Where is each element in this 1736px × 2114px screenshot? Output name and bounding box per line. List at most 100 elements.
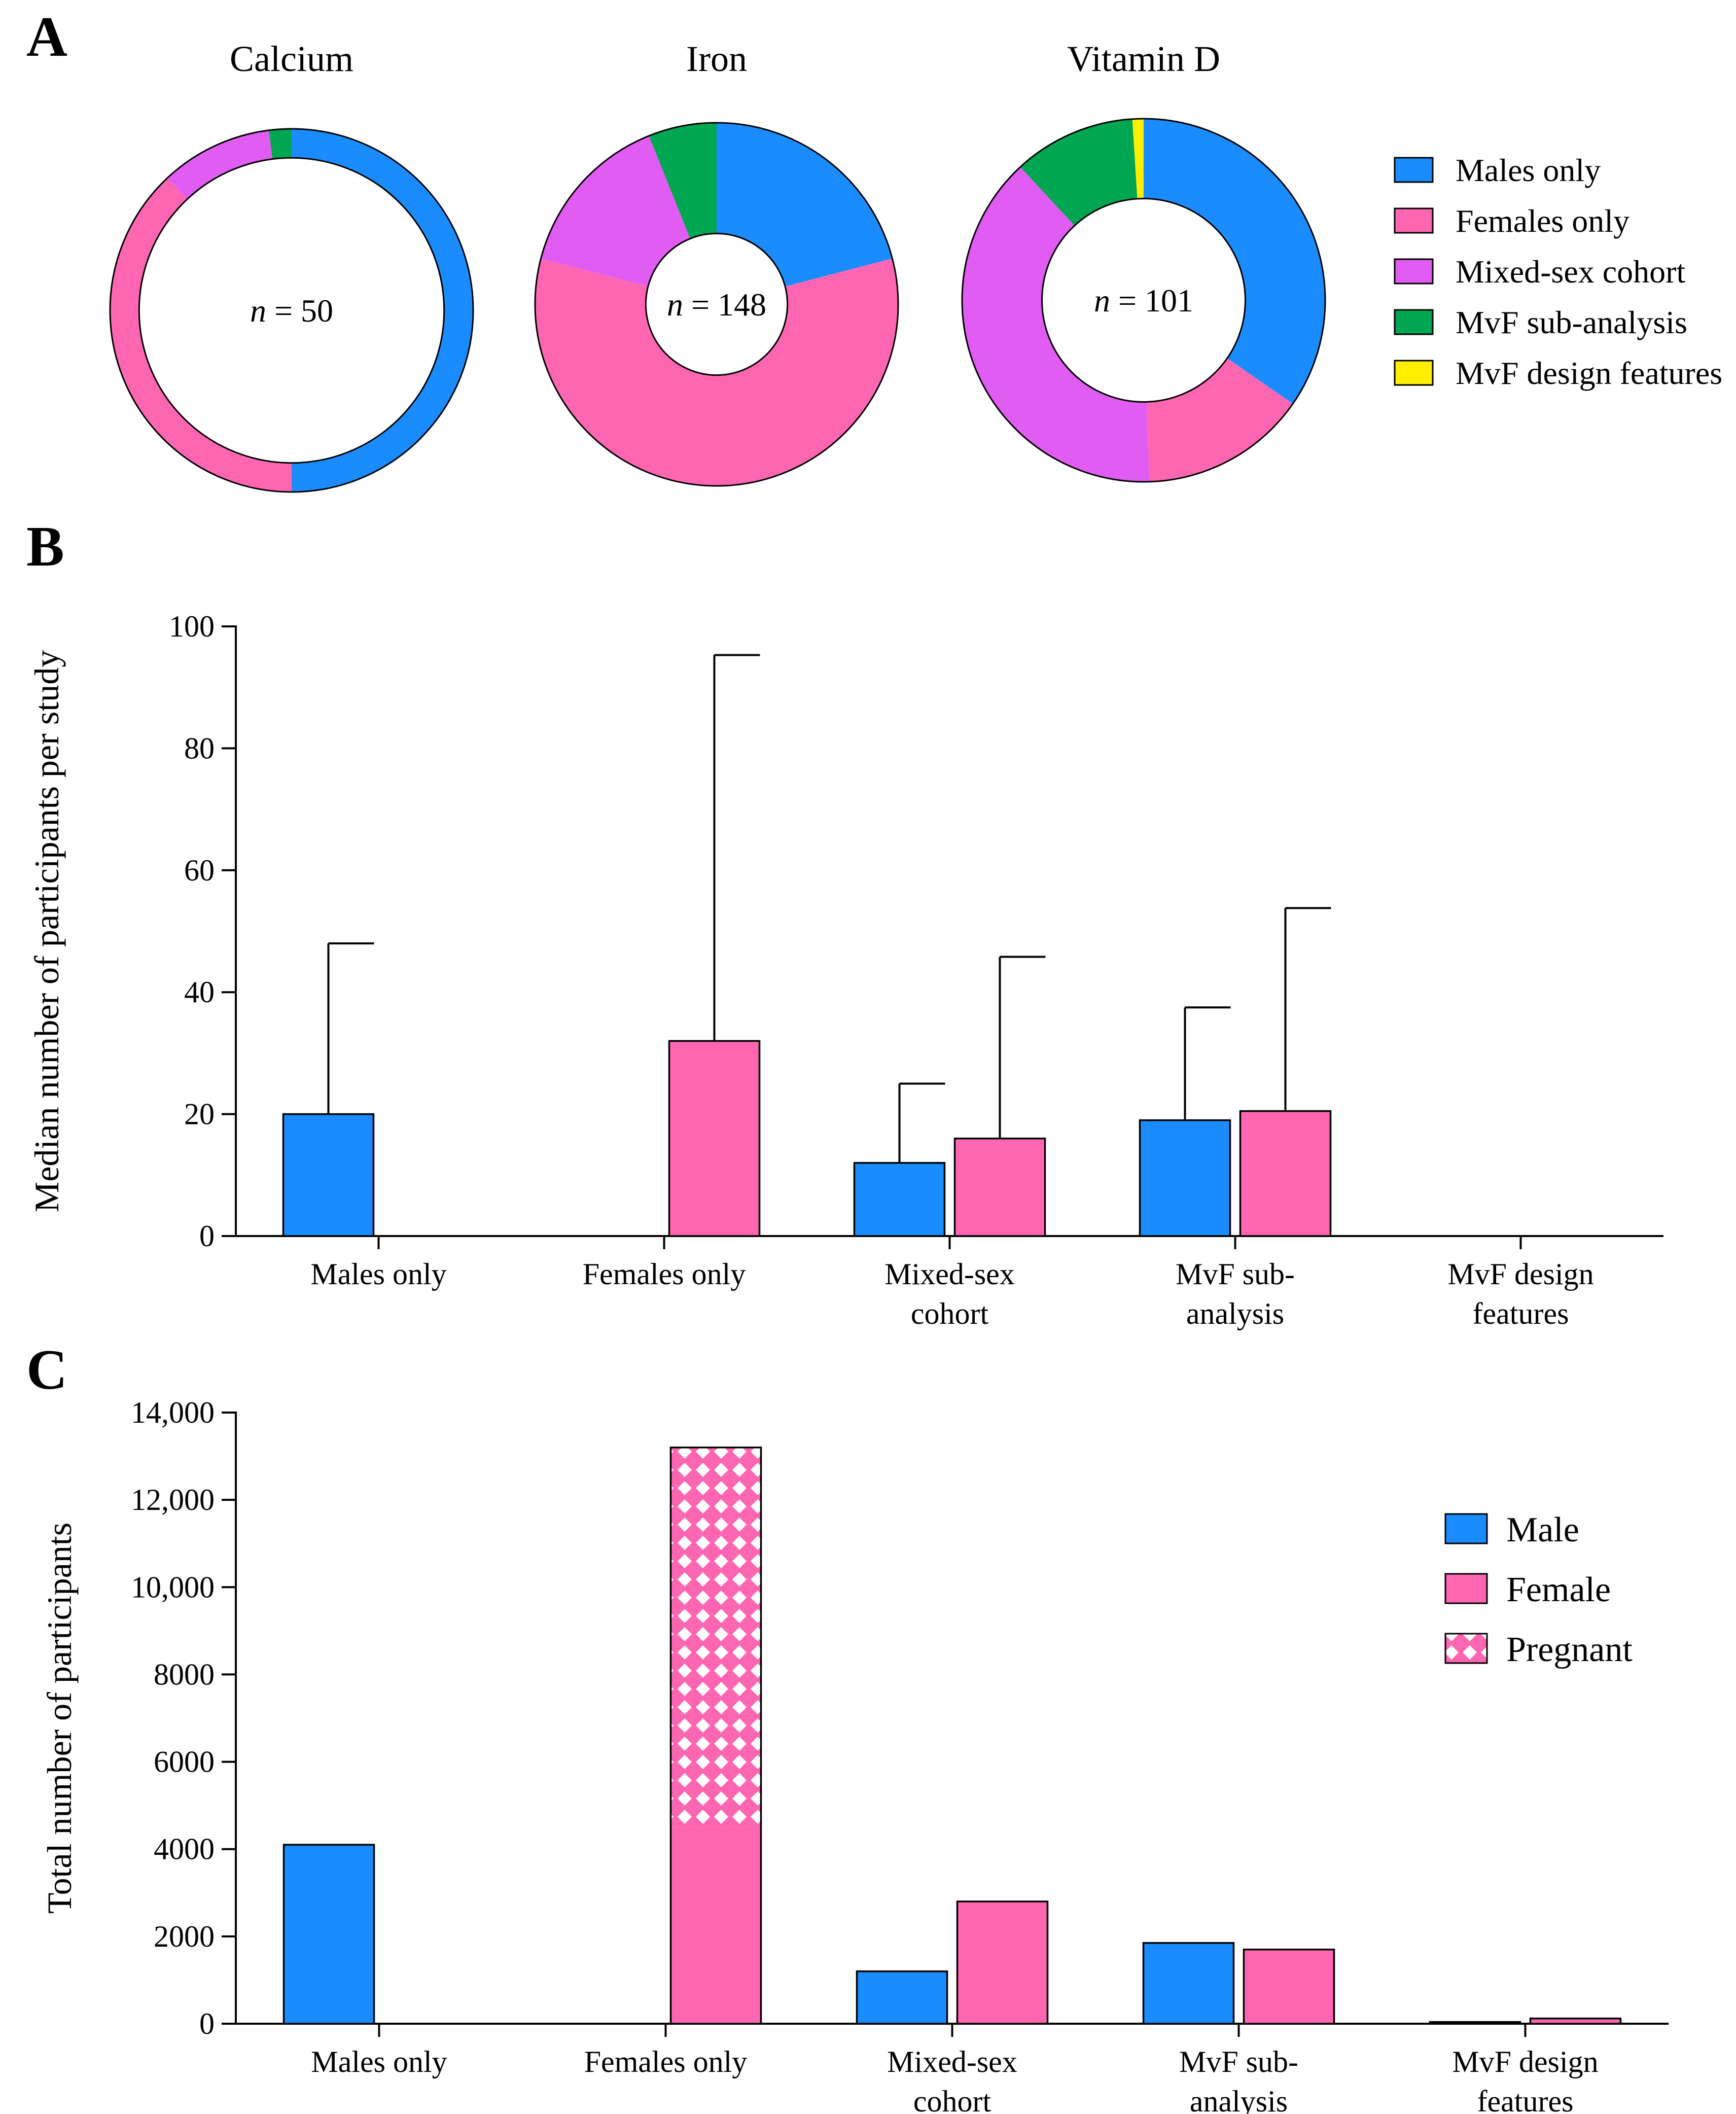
y-tick-label: 8000 [154,1658,215,1691]
legend-item-mvf-sub-analysis: MvF sub-analysis [1394,304,1687,340]
legend-swatch [1394,207,1434,234]
legend-item-mixed-sex-cohort: Mixed-sex cohort [1394,254,1685,290]
panel-c-legend: Male Female Pregnant [1444,1510,1633,1669]
legend-swatch [1444,1513,1488,1544]
legend-label: Mixed-sex cohort [1456,254,1685,290]
slice-calcium-males-only [292,129,473,492]
legend-swatch [1394,360,1434,386]
panel-a-donuts: Calcium n = 50 Iron n = 148 Vitamin D n = 101 [109,39,1326,493]
bar-female-outline [956,1900,1049,2025]
x-tick-label: cohort [911,1297,989,1330]
legend-item-females-only: Females only [1394,203,1629,239]
y-tick-label: 0 [199,1219,215,1253]
donut-outline [961,118,1326,483]
slice-calcium-mixed-sex-cohort [167,130,273,199]
legend-swatch [1394,258,1434,285]
slice-vitamin-d-mvf-design-features [1132,119,1144,199]
x-tick-label: analysis [1186,1297,1284,1330]
bar-female-mixed-sex-cohort [957,1901,1048,2024]
y-tick-label: 40 [184,975,215,1009]
x-tick-label: analysis [1190,2085,1288,2114]
slice-iron-mvf-sub-analysis [649,123,717,239]
legend-label: Pregnant [1506,1630,1633,1669]
slice-calcium-mvf-sub-analysis [269,129,292,159]
legend-label: MvF sub-analysis [1456,304,1687,340]
x-tick-label: features [1477,2085,1574,2114]
bar-female-females-only [669,1041,760,1236]
donut-hole [138,157,445,464]
x-tick-label: MvF sub- [1179,2045,1298,2078]
x-tick-label: Females only [584,2045,748,2078]
bar-male-mvf-design-features [1429,2021,1521,2025]
legend-item-c-pregnant: Pregnant [1444,1630,1633,1669]
donut-title-calcium: Calcium [230,39,353,79]
legend-swatch [1394,309,1434,335]
y-tick-label: 20 [184,1098,215,1131]
y-tick-label: 80 [184,731,215,765]
donut-hole [1041,198,1246,403]
y-tick-label: 100 [169,610,215,643]
y-tick-label: 12,000 [131,1483,215,1517]
slice-vitamin-d-mixed-sex-cohort [962,167,1150,482]
y-tick-label: 10,000 [131,1570,215,1604]
bar-female-outline [1239,1110,1332,1237]
bar-female-mvf-sub-analysis [1240,1111,1331,1236]
legend-item-mvf-design-features: MvF design features [1394,355,1722,391]
bar-female-mixed-sex-cohort [954,1138,1045,1236]
slice-iron-mixed-sex-cohort [541,135,690,287]
bar-female-outline [669,1447,762,2025]
donut-outline [109,128,474,493]
slice-vitamin-d-males-only [1144,119,1326,404]
donut-outline [534,122,899,487]
bar-male-mvf-sub-analysis [1142,1942,1235,2025]
x-tick-label: Mixed-sex [884,1257,1015,1291]
panel-c-chart: 0 2000 4000 6000 8000 10,000 12,000 14,000 Total… [40,1396,1669,2114]
legend-swatch [1444,1573,1488,1604]
bar-female-outline [668,1040,761,1237]
legend-label: MvF design features [1456,355,1722,391]
y-tick-label: 0 [199,2007,215,2040]
legend-swatch [1444,1633,1488,1664]
donut-n-calcium: n = 50 [250,293,333,329]
bar-female-outline [1243,1948,1335,2025]
x-tick-label: MvF design [1447,1257,1593,1291]
y-axis-title: Median number of participants per study [27,650,66,1213]
y-tick-label: 60 [184,854,215,887]
legend-label: Male [1506,1510,1579,1549]
slice-iron-females-only [535,258,898,486]
donut-iron: Iron n = 148 [534,39,899,487]
bar-male-mixed-sex-cohort [856,1970,948,2025]
x-tick-label: MvF sub- [1176,1257,1295,1291]
panel-a-legend: Males only Females only Mixed-sex cohort Mv… [1394,152,1722,391]
legend-swatch [1394,157,1434,183]
donut-calcium: Calcium n = 50 [109,39,474,493]
x-tick-label: Males only [311,2045,447,2078]
bar-female-mvf-sub-analysis [1244,1949,1334,2024]
bar-female-females-only [670,1827,761,2024]
slice-calcium-females-only [110,178,292,492]
bar-male-males-only [282,1844,375,2025]
x-tick-label: Males only [310,1257,446,1291]
bar-male-mixed-sex-cohort [853,1162,946,1237]
legend-label: Males only [1456,152,1601,188]
y-tick-label: 14,000 [131,1396,215,1429]
legend-label: Females only [1456,203,1629,239]
donut-hole [645,232,789,376]
bar-female-mvf-design-features [1530,2018,1621,2024]
slice-vitamin-d-females-only [1147,358,1293,482]
donut-n-vitamin-d: n = 101 [1094,283,1193,319]
legend-label: Female [1506,1570,1611,1609]
slice-iron-males-only [717,123,893,287]
bar-male-males-only [282,1113,375,1237]
panel-b-label: B [26,515,64,578]
donut-title-vitamin-d: Vitamin D [1067,39,1220,79]
donut-vitamin-d: Vitamin D n = 101 [961,39,1326,483]
x-tick-label: Females only [583,1257,746,1291]
bar-male-mvf-sub-analysis [1139,1119,1231,1237]
legend-item-males-only: Males only [1394,152,1601,188]
donut-n-iron: n = 148 [667,287,766,323]
panel-b-chart: 0 20 40 60 80 100 Median number of participant… [27,610,1663,1330]
y-tick-label: 4000 [154,1833,215,1866]
bar-female-outline [953,1137,1046,1237]
